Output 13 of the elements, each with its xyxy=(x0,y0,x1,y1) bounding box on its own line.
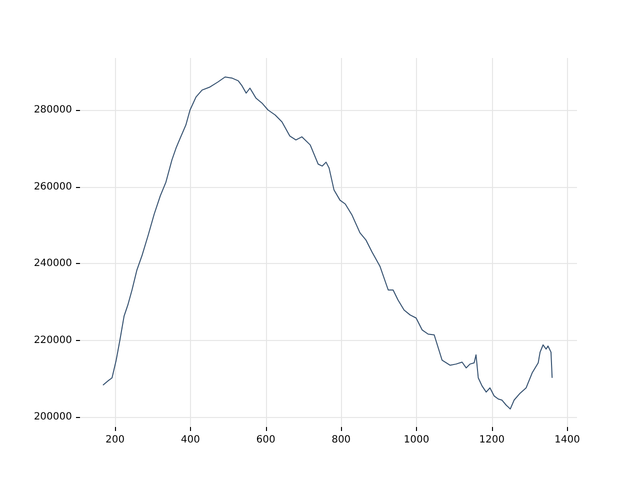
x-tick-label: 400 xyxy=(180,434,200,446)
x-tick-label: 800 xyxy=(332,434,351,446)
x-tick-label: 1000 xyxy=(404,434,430,446)
y-tick-label: 200000 xyxy=(34,412,72,423)
x-tick-label: 1200 xyxy=(479,434,505,446)
line-series xyxy=(102,76,553,410)
y-tick-label: 260000 xyxy=(34,181,72,192)
y-tick-label: 280000 xyxy=(34,104,72,116)
y-tick-label: 240000 xyxy=(34,258,72,270)
x-tick-label: 600 xyxy=(256,434,276,446)
x-tick-label: 200 xyxy=(105,434,125,446)
x-tick-label: 1400 xyxy=(554,434,580,446)
y-tick-label: 220000 xyxy=(34,334,72,346)
